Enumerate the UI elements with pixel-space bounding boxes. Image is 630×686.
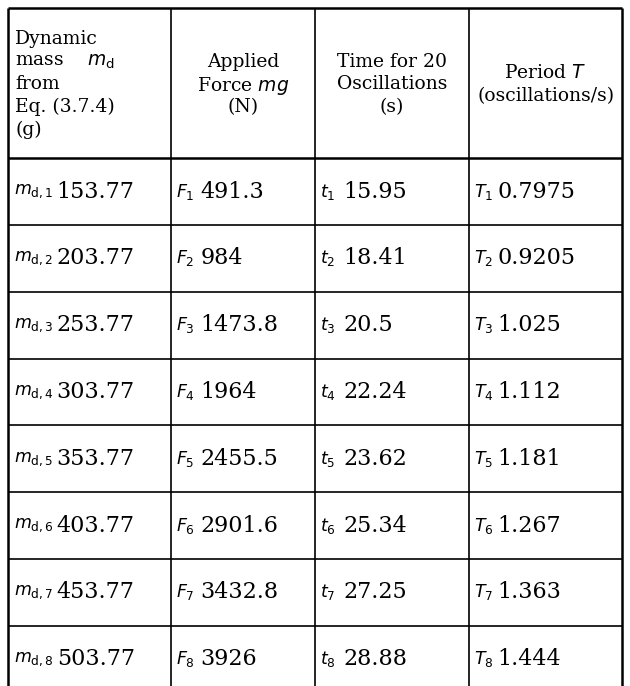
Text: 1.363: 1.363	[497, 581, 561, 603]
Text: from: from	[15, 75, 60, 93]
Text: $F_2$: $F_2$	[176, 248, 194, 268]
Text: 984: 984	[201, 248, 243, 270]
Text: 1.444: 1.444	[497, 648, 561, 670]
Text: $F_6$: $F_6$	[176, 515, 195, 536]
Text: 303.77: 303.77	[57, 381, 135, 403]
Text: $F_5$: $F_5$	[176, 449, 194, 469]
Text: Applied: Applied	[207, 53, 279, 71]
Text: $m_{\mathrm{d},3}$: $m_{\mathrm{d},3}$	[14, 316, 54, 334]
Text: (oscillations/s): (oscillations/s)	[477, 86, 614, 104]
Text: Force $mg$: Force $mg$	[197, 75, 289, 97]
Text: Eq. (3.7.4): Eq. (3.7.4)	[15, 98, 115, 116]
Text: 453.77: 453.77	[57, 581, 135, 603]
Text: $t_6$: $t_6$	[320, 515, 336, 536]
Text: 28.88: 28.88	[343, 648, 408, 670]
Text: $F_4$: $F_4$	[176, 382, 195, 402]
Text: 3432.8: 3432.8	[201, 581, 279, 603]
Text: $T_6$: $T_6$	[474, 515, 493, 536]
Text: $m_{\mathrm{d},6}$: $m_{\mathrm{d},6}$	[14, 517, 54, 534]
Text: $T_3$: $T_3$	[474, 315, 493, 335]
Text: $T_8$: $T_8$	[474, 649, 493, 669]
Text: $t_8$: $t_8$	[320, 649, 336, 669]
Text: 0.7975: 0.7975	[497, 180, 575, 202]
Text: $F_1$: $F_1$	[176, 182, 194, 202]
Text: 403.77: 403.77	[57, 514, 135, 536]
Text: 0.9205: 0.9205	[497, 248, 575, 270]
Text: $T_5$: $T_5$	[474, 449, 493, 469]
Text: $F_8$: $F_8$	[176, 649, 195, 669]
Text: 2455.5: 2455.5	[201, 448, 278, 470]
Text: 253.77: 253.77	[57, 314, 135, 336]
Text: 491.3: 491.3	[201, 180, 265, 202]
Text: 353.77: 353.77	[57, 448, 135, 470]
Text: mass    $m_\mathrm{d}$: mass $m_\mathrm{d}$	[15, 53, 115, 71]
Text: (s): (s)	[380, 98, 404, 116]
Text: 1473.8: 1473.8	[201, 314, 278, 336]
Text: $t_7$: $t_7$	[320, 582, 336, 602]
Text: $m_{\mathrm{d},2}$: $m_{\mathrm{d},2}$	[14, 250, 54, 267]
Text: 153.77: 153.77	[57, 180, 135, 202]
Text: Time for 20: Time for 20	[337, 53, 447, 71]
Text: 23.62: 23.62	[343, 448, 407, 470]
Text: 1.025: 1.025	[497, 314, 561, 336]
Text: 1.112: 1.112	[497, 381, 561, 403]
Text: (N): (N)	[227, 98, 258, 116]
Text: 203.77: 203.77	[57, 248, 135, 270]
Text: $T_7$: $T_7$	[474, 582, 493, 602]
Text: $T_2$: $T_2$	[474, 248, 493, 268]
Text: (g): (g)	[15, 121, 42, 139]
Text: $F_7$: $F_7$	[176, 582, 194, 602]
Text: 25.34: 25.34	[343, 514, 407, 536]
Text: $t_2$: $t_2$	[320, 248, 335, 268]
Text: 18.41: 18.41	[343, 248, 407, 270]
Text: $m_{\mathrm{d},7}$: $m_{\mathrm{d},7}$	[14, 584, 54, 601]
Text: 1.181: 1.181	[497, 448, 561, 470]
Text: $F_3$: $F_3$	[176, 315, 194, 335]
Text: $t_3$: $t_3$	[320, 315, 336, 335]
Text: $T_4$: $T_4$	[474, 382, 493, 402]
Text: 503.77: 503.77	[57, 648, 135, 670]
Text: Dynamic: Dynamic	[15, 30, 98, 48]
Text: $m_{\mathrm{d},4}$: $m_{\mathrm{d},4}$	[14, 383, 54, 401]
Text: $t_4$: $t_4$	[320, 382, 336, 402]
Text: 15.95: 15.95	[343, 180, 407, 202]
Text: $m_{\mathrm{d},8}$: $m_{\mathrm{d},8}$	[14, 650, 54, 668]
Text: 2901.6: 2901.6	[201, 514, 278, 536]
Text: $t_1$: $t_1$	[320, 182, 336, 202]
Text: $t_5$: $t_5$	[320, 449, 335, 469]
Text: 1964: 1964	[201, 381, 257, 403]
Text: 20.5: 20.5	[343, 314, 393, 336]
Text: Oscillations: Oscillations	[336, 75, 447, 93]
Text: $T_1$: $T_1$	[474, 182, 493, 202]
Text: Period $T$: Period $T$	[504, 64, 587, 82]
Text: $m_{\mathrm{d},1}$: $m_{\mathrm{d},1}$	[14, 182, 54, 200]
Text: 22.24: 22.24	[343, 381, 407, 403]
Text: 1.267: 1.267	[497, 514, 561, 536]
Text: $m_{\mathrm{d},5}$: $m_{\mathrm{d},5}$	[14, 450, 54, 467]
Text: 3926: 3926	[201, 648, 258, 670]
Text: 27.25: 27.25	[343, 581, 407, 603]
